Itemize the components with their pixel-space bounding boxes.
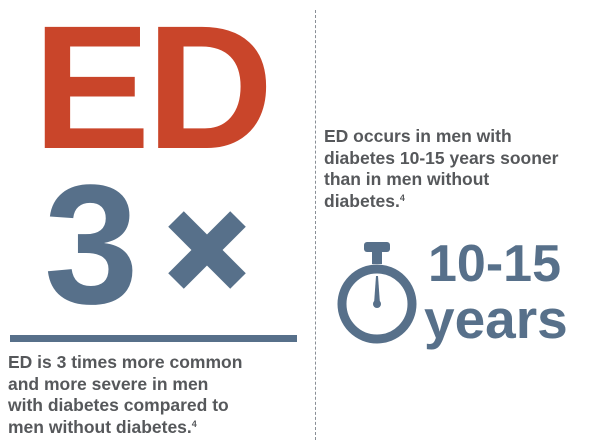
stopwatch-icon bbox=[337, 242, 417, 344]
horizontal-rule bbox=[10, 335, 297, 342]
left-statement-line: and more severe in men bbox=[8, 373, 209, 394]
right-footnote: 4 bbox=[399, 192, 405, 203]
year-range: 10-15 bbox=[428, 235, 561, 293]
left-statement: ED is 3 times more common and more sever… bbox=[8, 352, 308, 438]
years-label: years bbox=[424, 288, 568, 350]
left-statement-last: men without diabetes. bbox=[8, 416, 192, 437]
dashed-divider bbox=[315, 10, 316, 440]
left-statement-line: with diabetes compared to bbox=[8, 395, 229, 415]
three-figure: 3 bbox=[44, 150, 139, 340]
right-statement-line: than in men without bbox=[324, 169, 490, 189]
right-statement-line: diabetes 10-15 years sooner bbox=[324, 147, 559, 168]
right-statement: ED occurs in men with diabetes 10-15 yea… bbox=[324, 126, 586, 212]
left-footnote: 4 bbox=[191, 418, 197, 429]
left-statement-line: ED is 3 times more common bbox=[8, 352, 243, 372]
ed-headline: ED bbox=[33, 0, 273, 186]
x-mark-icon bbox=[168, 211, 246, 289]
left-panel: ED 3 ED is 3 times more common and more … bbox=[8, 0, 308, 438]
left-statement-line: men without diabetes.4 bbox=[8, 417, 308, 439]
right-statement-last: diabetes. bbox=[324, 190, 400, 211]
right-statement-line: diabetes.4 bbox=[324, 191, 586, 213]
right-statement-line: ED occurs in men with bbox=[324, 126, 512, 146]
